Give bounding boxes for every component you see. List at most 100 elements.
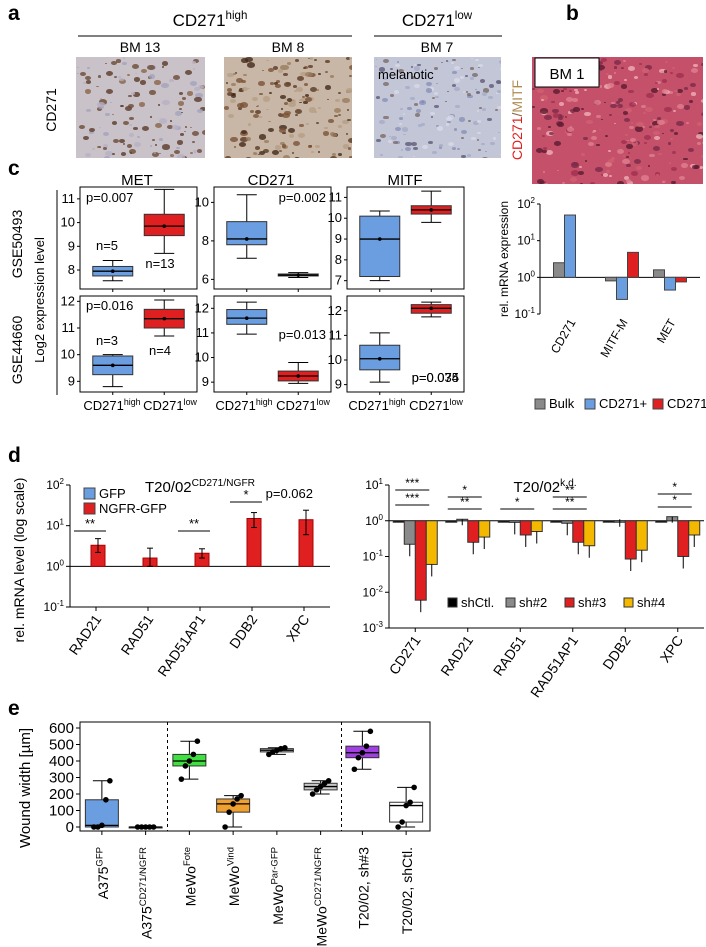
category-label: MeWoVind: [226, 847, 243, 906]
bm1-label-box: [534, 57, 600, 88]
bar-sh#3: [677, 520, 690, 557]
y-axis-label: rel. mRNA level (log scale): [11, 478, 27, 643]
significance-stars: *: [672, 493, 677, 507]
legend-swatch-sh#2: [505, 597, 516, 608]
category-label: XPC: [283, 612, 313, 645]
p-value: p=0.074: [412, 370, 459, 385]
plot-frame: [79, 295, 198, 393]
data-point: [142, 824, 149, 830]
tick-label: 600: [49, 720, 74, 737]
row-label-cd271: CD271: [43, 88, 59, 132]
category-label: A375GFP: [94, 847, 111, 899]
boxplot-c-GSE50493-MITF: 7 8 9 10 11 p=0.035: [328, 186, 465, 385]
label-base: MeWo: [314, 906, 330, 946]
label-base: MeWo: [182, 866, 198, 906]
tick-label: 10-2: [363, 584, 384, 599]
bar-sh#2: [403, 520, 416, 545]
x-label-high: CD271high: [348, 397, 405, 413]
data-point: [411, 784, 417, 791]
column-title: CD271: [248, 172, 295, 189]
label-base: A375: [95, 866, 111, 899]
bar-sh#3: [519, 520, 532, 536]
tick-label: 400: [49, 753, 74, 770]
median-point: [110, 363, 115, 368]
bar-CD271+: [616, 276, 628, 300]
sample-bm13: BM 13: [120, 39, 161, 55]
box-blue: [226, 221, 268, 246]
label-base: CD271: [276, 398, 316, 413]
legend-label: CD271+: [599, 396, 647, 411]
tick-label: 101: [365, 477, 383, 492]
median-point: [296, 374, 301, 378]
tick-label: 12: [61, 293, 75, 308]
significance-stars: ***: [405, 476, 419, 490]
category-label: RAD21: [65, 611, 104, 657]
dataset-gse50493: GSE50493: [9, 210, 25, 279]
bar-shCtl.: [445, 520, 458, 523]
data-point: [190, 751, 197, 758]
legend-label: sh#3: [578, 595, 606, 610]
data-point: [363, 743, 370, 749]
label-superscript: k.d.: [560, 478, 576, 489]
x-label-low: CD271low: [409, 397, 463, 413]
significance-stars: **: [85, 516, 95, 531]
bar-sh#2: [561, 520, 574, 524]
tick-label: 101: [46, 518, 64, 533]
label-superscript: high: [124, 397, 141, 407]
tick-label: 7: [335, 273, 342, 288]
dataset-gse44660: GSE44660: [9, 316, 25, 385]
label-superscript: low: [184, 397, 198, 407]
stain-label: CD271/MITF: [509, 80, 525, 160]
data-point: [266, 751, 272, 758]
tick-label: 11: [196, 325, 210, 340]
data-point: [138, 824, 145, 830]
legend-swatch-CD271-: [652, 398, 664, 410]
y-axis-label: rel. mRNA expression: [497, 201, 511, 317]
category-label: MITF-M: [597, 316, 630, 359]
tick-label: 100: [46, 558, 64, 573]
box-white: [389, 801, 424, 823]
significance-stars: *: [243, 487, 248, 502]
column-title: MET: [121, 172, 153, 189]
box-blue: [359, 215, 401, 278]
n-label: n=13: [145, 256, 174, 271]
tick-label: 9: [68, 373, 75, 388]
sample-bm8: BM 8: [272, 39, 305, 55]
median-point: [162, 224, 167, 228]
column-title: MITF: [388, 172, 423, 189]
tick-label: 200: [49, 786, 74, 803]
bar-chart-d-right: 10-3 10-2 10-1 100 101 CD271 RAD21 RAD51RAD51AP…: [363, 476, 704, 700]
legend-swatch-ngfr: [83, 502, 96, 515]
label-base: T20/02, sh#3: [355, 847, 371, 929]
tick-label: 11: [329, 327, 343, 342]
tick-label: 9: [335, 377, 342, 392]
data-point: [407, 799, 413, 806]
plot-frame: [79, 721, 431, 832]
tick-label: 102: [46, 477, 64, 492]
x-label-high: CD271high: [83, 397, 140, 413]
n-label: n=5: [96, 238, 118, 253]
legend-swatch-gfp: [83, 487, 96, 500]
category-label: T20/02, sh#3: [355, 847, 371, 929]
boxplot-c-GSE44660-MITF: 9 10 11 12 p=0.074: [328, 295, 465, 395]
legend-swatch-sh#4: [623, 597, 634, 608]
tick-label: 10: [195, 194, 209, 209]
label-superscript: low: [455, 10, 473, 22]
significance-stars: **: [460, 495, 470, 509]
bar-Bulk: [553, 262, 565, 278]
label-base: CD271: [143, 398, 183, 413]
n-label: n=3: [96, 333, 118, 348]
y-axis-label: Wound width [µm]: [17, 728, 34, 848]
legend-label: sh#4: [637, 595, 665, 610]
panel-e-letter: e: [8, 697, 20, 720]
legend-swatch-sh#3: [564, 597, 575, 608]
data-point: [355, 754, 362, 761]
legend-label: shCtl.: [461, 595, 494, 610]
category-label: CD271: [386, 632, 424, 677]
tick-label: 10-1: [44, 599, 65, 614]
bar-CD271+: [564, 214, 576, 278]
data-point: [107, 778, 113, 784]
data-point: [194, 738, 201, 744]
tick-label: 0: [66, 819, 74, 836]
